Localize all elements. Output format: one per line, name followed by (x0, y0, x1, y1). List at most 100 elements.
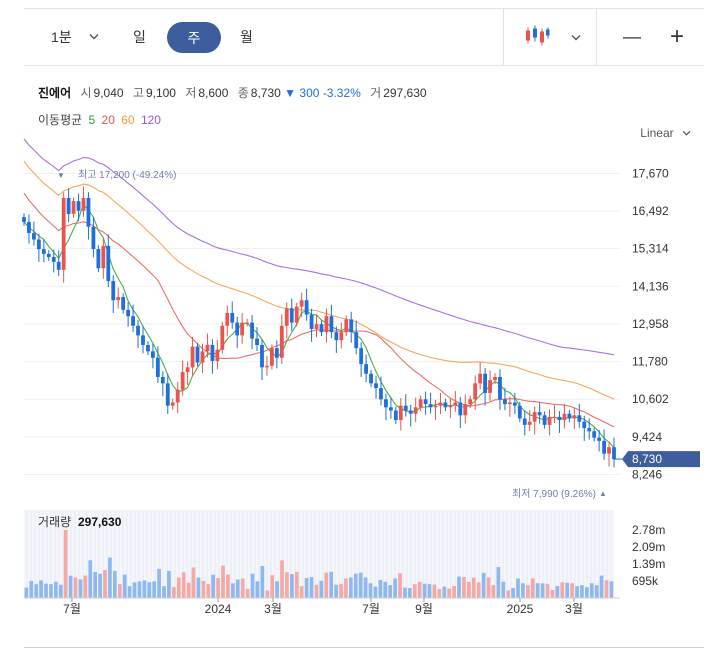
candle (483, 367, 487, 406)
candle (503, 387, 507, 411)
chart-grid (24, 172, 620, 476)
candle (448, 398, 453, 418)
volume-bar (44, 583, 48, 598)
volume-bar (373, 586, 378, 598)
candle (552, 405, 557, 423)
ma-20-label: 20 (101, 113, 115, 127)
candle-body (503, 399, 507, 405)
volume-bar (191, 567, 196, 598)
candle-body (255, 338, 259, 345)
volume-bar (422, 583, 427, 598)
candle-body (408, 410, 413, 414)
candle-body (403, 405, 408, 411)
zoom-out-button[interactable]: — (623, 26, 641, 47)
volume-bar (176, 577, 181, 598)
candle (71, 197, 76, 218)
volume-tick-label: 1.39m (632, 557, 665, 571)
stock-name: 진에어 (38, 86, 72, 100)
volume-bar (132, 582, 137, 598)
candle (160, 371, 165, 397)
scale-mode-dropdown[interactable]: Linear (640, 126, 692, 140)
period-tab-month[interactable]: 월 (240, 29, 253, 45)
volume-bar (235, 579, 240, 598)
volume-bar (137, 581, 142, 598)
volume-bar (329, 571, 334, 598)
y-tick-label: 8,246 (632, 468, 662, 482)
candle-body (200, 351, 205, 363)
volume-bar (304, 578, 309, 598)
candle (458, 396, 463, 429)
volume-bar (255, 581, 260, 598)
candle-body (205, 344, 210, 352)
candle (269, 344, 274, 370)
candle-body (443, 402, 448, 408)
volume-label: 거 (370, 86, 382, 100)
candle-body (507, 402, 512, 405)
candle-body (41, 249, 46, 254)
candle (562, 404, 567, 429)
candle-body (36, 239, 41, 250)
volume-bar (172, 587, 176, 598)
candle (279, 314, 284, 364)
candle-body (81, 197, 86, 211)
candle (532, 406, 537, 435)
candle (567, 409, 572, 423)
ma-5-label: 5 (88, 113, 96, 127)
candle-body (101, 245, 106, 269)
y-tick-label: 15,314 (632, 242, 669, 256)
x-tick-label: 2024 (205, 602, 232, 616)
candle (106, 234, 111, 288)
candle-body (279, 325, 284, 358)
volume-bar (442, 586, 447, 598)
candle (537, 402, 542, 424)
change-value: 300 (299, 86, 320, 100)
volume-bar (211, 574, 216, 598)
volume-bar (88, 560, 93, 598)
candle-body (22, 217, 26, 222)
candlestick-chart-icon[interactable] (524, 25, 550, 50)
candle-body (527, 421, 532, 425)
volume-bar (545, 583, 550, 598)
zoom-in-button[interactable]: + (670, 23, 685, 50)
candle (299, 292, 304, 318)
candle-body (319, 324, 324, 333)
high-marker: 최고 17,200 (-49.24%) (78, 169, 176, 181)
volume-bar (496, 567, 501, 598)
candle (597, 429, 602, 452)
candle (245, 318, 250, 327)
period-tab-day[interactable]: 일 (133, 29, 146, 45)
volume-bar (83, 575, 88, 598)
candle-body (329, 316, 334, 333)
volume-bar (580, 585, 584, 598)
candle (210, 339, 215, 374)
volume-bar (73, 577, 78, 598)
interval-dropdown-label[interactable]: 1분 (51, 29, 72, 45)
candle-body (488, 380, 492, 393)
chart-type-chevron-down-icon[interactable] (570, 29, 582, 45)
candle (587, 418, 592, 440)
high-marker-arrow-icon: ▼ (57, 171, 65, 180)
volume-bar (142, 580, 147, 598)
period-tab-week[interactable]: 주 (167, 22, 221, 53)
candle (577, 403, 582, 428)
candle (393, 406, 398, 424)
candle (453, 390, 458, 412)
candle (205, 333, 210, 358)
candle-body (220, 325, 225, 350)
candle-body (160, 376, 165, 384)
candle-body (289, 308, 294, 323)
chevron-down-icon[interactable] (88, 30, 100, 44)
candle-body (61, 197, 66, 270)
volume-bar (511, 588, 515, 598)
high-label: 고 (132, 86, 144, 100)
candle-body (388, 407, 393, 411)
candle-body (250, 322, 254, 339)
candle (165, 373, 170, 415)
volume-bar (240, 578, 245, 598)
candle (309, 308, 314, 342)
candle-body (27, 221, 31, 234)
volume-bar (506, 590, 511, 598)
candle-body (146, 344, 150, 352)
candle-body (180, 372, 185, 390)
